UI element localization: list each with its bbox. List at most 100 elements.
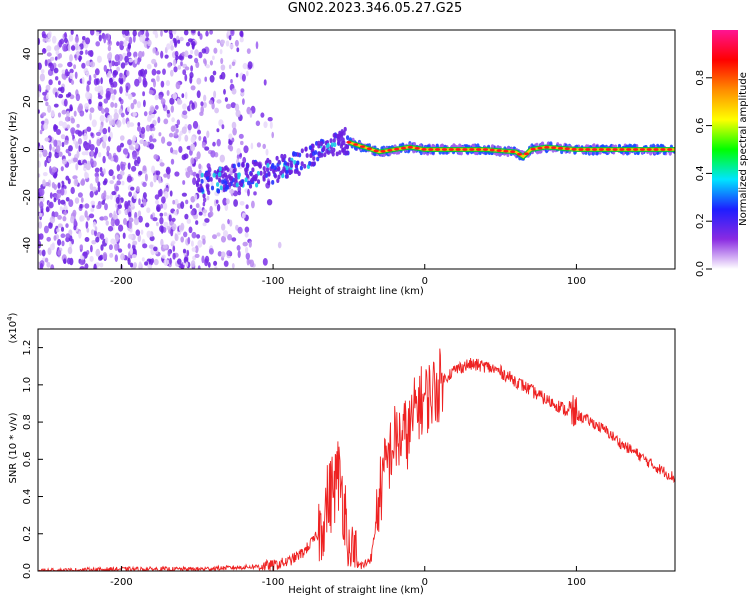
noise-blob bbox=[74, 54, 77, 59]
noise-blob bbox=[138, 261, 142, 269]
y-tick-label: 0.8 bbox=[22, 414, 33, 430]
noise-blob bbox=[242, 62, 248, 70]
ridge-peak bbox=[646, 148, 652, 151]
noise-blob bbox=[237, 190, 242, 196]
ridge-blob bbox=[266, 163, 270, 168]
noise-blob bbox=[107, 225, 114, 232]
noise-blob bbox=[138, 198, 141, 206]
noise-blob bbox=[196, 77, 202, 85]
noise-blob bbox=[125, 91, 129, 97]
ridge-blob bbox=[311, 161, 315, 167]
noise-blob bbox=[190, 143, 196, 152]
noise-blob bbox=[128, 211, 132, 218]
noise-blob bbox=[153, 79, 156, 88]
noise-blob bbox=[69, 68, 74, 74]
noise-blob bbox=[129, 146, 135, 151]
noise-blob bbox=[195, 203, 200, 209]
noise-blob bbox=[195, 220, 199, 225]
ridge-peak bbox=[557, 146, 564, 150]
ridge-blob bbox=[207, 190, 211, 196]
noise-blob bbox=[172, 199, 176, 205]
noise-blob bbox=[162, 202, 168, 210]
noise-blob bbox=[67, 44, 71, 52]
noise-blob bbox=[184, 50, 189, 58]
noise-blob bbox=[144, 69, 148, 75]
noise-blob bbox=[129, 122, 135, 127]
noise-blob bbox=[207, 262, 211, 268]
noise-blob bbox=[159, 212, 164, 217]
noise-blob bbox=[39, 249, 42, 256]
noise-blob bbox=[177, 55, 184, 60]
noise-blob bbox=[132, 136, 137, 142]
ridge-blob bbox=[336, 133, 340, 139]
noise-blob bbox=[222, 197, 228, 206]
noise-blob bbox=[228, 133, 233, 140]
noise-blob bbox=[231, 237, 237, 242]
noise-blob bbox=[66, 110, 70, 119]
noise-blob bbox=[120, 142, 124, 148]
noise-blob bbox=[251, 200, 255, 209]
noise-blob bbox=[229, 145, 234, 152]
ridge-blob bbox=[282, 166, 286, 172]
noise-blob bbox=[73, 138, 77, 145]
noise-blob bbox=[44, 137, 50, 142]
noise-blob bbox=[53, 211, 59, 218]
ridge-peak bbox=[510, 150, 516, 154]
noise-blob bbox=[89, 144, 95, 151]
ridge-blob bbox=[219, 185, 223, 191]
noise-blob bbox=[164, 54, 169, 59]
noise-blob bbox=[146, 63, 152, 70]
noise-blob bbox=[242, 98, 245, 105]
noise-blob bbox=[95, 41, 100, 47]
noise-blob bbox=[166, 90, 170, 96]
noise-blob bbox=[179, 36, 184, 42]
noise-blob bbox=[255, 41, 259, 50]
noise-blob bbox=[153, 258, 159, 266]
ridge-peak bbox=[448, 148, 454, 151]
noise-blob bbox=[93, 263, 97, 269]
noise-blob bbox=[208, 248, 214, 255]
noise-blob bbox=[74, 36, 79, 44]
ridge-blob bbox=[267, 172, 271, 177]
noise-blob bbox=[73, 225, 77, 231]
x-tick-label: 0 bbox=[422, 276, 428, 287]
noise-blob bbox=[94, 68, 100, 76]
ridge-peak bbox=[612, 148, 618, 151]
noise-blob bbox=[41, 249, 46, 257]
noise-blob bbox=[229, 189, 235, 194]
ridge-blob bbox=[337, 140, 341, 146]
noise-blob bbox=[103, 215, 109, 221]
ridge-blob bbox=[262, 176, 266, 182]
noise-blob bbox=[41, 48, 47, 54]
ridge-peak bbox=[564, 147, 570, 151]
ridge-blob bbox=[283, 154, 287, 159]
noise-blob bbox=[133, 262, 137, 269]
noise-blob bbox=[163, 173, 168, 178]
noise-blob bbox=[55, 76, 59, 81]
noise-blob bbox=[63, 98, 68, 107]
noise-blob bbox=[203, 136, 207, 144]
noise-blob bbox=[70, 117, 76, 124]
noise-blob bbox=[119, 86, 123, 94]
noise-blob bbox=[192, 177, 197, 186]
noise-blob bbox=[175, 81, 181, 90]
ridge-peak bbox=[503, 149, 509, 153]
noise-blob bbox=[184, 91, 188, 100]
noise-blob bbox=[197, 239, 203, 248]
noise-blob bbox=[65, 233, 71, 239]
ridge-blob bbox=[281, 157, 285, 163]
noise-blob bbox=[212, 70, 217, 76]
noise-blob bbox=[48, 79, 53, 86]
noise-blob bbox=[182, 248, 187, 254]
noise-blob bbox=[181, 154, 187, 161]
noise-blob bbox=[114, 54, 120, 62]
noise-blob bbox=[214, 107, 220, 114]
noise-blob bbox=[48, 222, 53, 229]
noise-blob bbox=[126, 121, 131, 128]
noise-blob bbox=[172, 245, 176, 252]
noise-blob bbox=[197, 265, 201, 269]
noise-blob bbox=[88, 74, 92, 83]
noise-blob bbox=[80, 179, 85, 186]
noise-blob bbox=[182, 103, 187, 110]
noise-blob bbox=[202, 238, 206, 245]
